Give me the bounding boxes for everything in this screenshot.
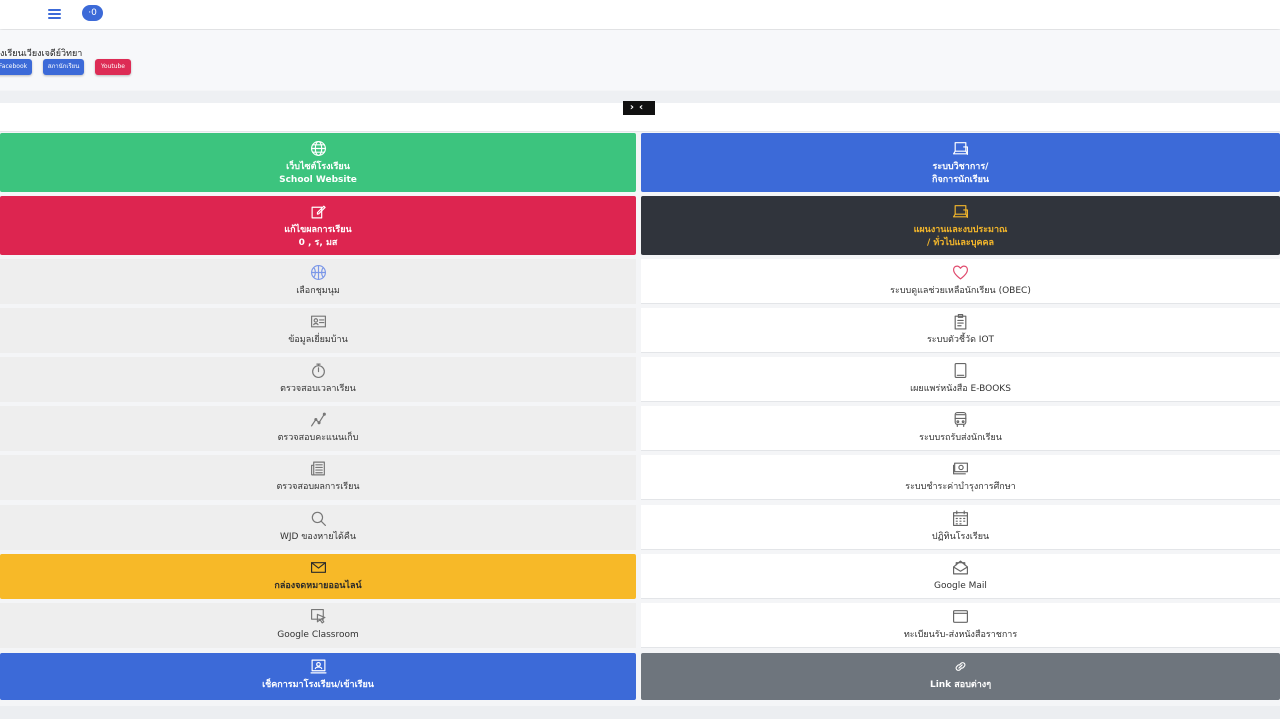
menu-tile-bus[interactable]: ระบบรถรับส่งนักเรียน: [641, 406, 1280, 451]
laptop-icon: [953, 205, 968, 218]
tile-label: ระบบชำระค่าบำรุงการศึกษา: [905, 482, 1016, 492]
bus-icon: [954, 412, 967, 427]
menu-tile-basketball[interactable]: เลือกชุมนุม: [0, 259, 636, 304]
tile-label: Link สอบต่างๆ: [929, 680, 992, 690]
menu-tile-clipboard[interactable]: ระบบตัวชี้วัด IOT: [641, 308, 1280, 353]
calendar-icon: [953, 510, 968, 526]
tile-label: ระบบดูแลช่วยเหลือนักเรียน (OBEC): [890, 286, 1031, 296]
tile-label: Google Classroom: [277, 630, 359, 640]
divider-band: [0, 91, 1280, 103]
tile-label: ตรวจสอบคะแนนเก็บ: [277, 433, 359, 443]
menu-tile-attendance[interactable]: เช็คการมาโรงเรียน/เข้าเรียน: [0, 653, 636, 700]
newspaper-icon: [310, 461, 325, 476]
menu-tile-window[interactable]: ทะเบียนรับ-ส่งหนังสือราชการ: [641, 603, 1280, 648]
clipboard-icon: [954, 314, 967, 330]
tile-label: ตรวจสอบเวลาเรียน: [280, 384, 356, 394]
tile-label: แก้ไขผลการเรียน: [284, 225, 352, 235]
menu-tile-envelope[interactable]: กล่องจดหมายออนไลน์: [0, 554, 636, 599]
attendance-icon: [309, 659, 327, 674]
notification-badge[interactable]: ·0: [82, 5, 103, 21]
menu-tile-globe[interactable]: เว็บไซต์โรงเรียน School Website: [0, 133, 636, 192]
tile-label: ปฏิทินโรงเรียน: [931, 532, 990, 542]
tile-label: เว็บไซต์โรงเรียน: [286, 162, 350, 172]
tile-label: ทะเบียนรับ-ส่งหนังสือราชการ: [903, 630, 1018, 640]
link-icon: [955, 662, 966, 671]
menu-tile-graph-up[interactable]: ตรวจสอบคะแนนเก็บ: [0, 406, 636, 451]
menu-icon[interactable]: [48, 9, 61, 19]
book-icon: [954, 363, 967, 378]
youtube-button[interactable]: Youtube: [95, 59, 131, 75]
search-icon: [311, 511, 326, 526]
divider-band: [0, 115, 1280, 132]
menu-tile-id-card[interactable]: ข้อมูลเยี่ยมบ้าน: [0, 308, 636, 353]
top-navbar: ·0: [0, 0, 1280, 29]
tile-sublabel: / ทั่วไปและบุคคล: [926, 238, 995, 248]
menu-tile-stopwatch[interactable]: ตรวจสอบเวลาเรียน: [0, 357, 636, 402]
tile-label: ข้อมูลเยี่ยมบ้าน: [288, 335, 348, 345]
laptop-icon: [953, 142, 968, 155]
school-name: งเรียนเวียงเจดีย์วิทยา: [0, 49, 83, 59]
cash-icon: [953, 462, 968, 475]
tile-sublabel: กิจการนักเรียน: [932, 175, 989, 185]
edit-icon: [311, 205, 326, 219]
menu-tile-book[interactable]: เผยแพร่หนังสือ E-BOOKS: [641, 357, 1280, 402]
tile-label: เช็คการมาโรงเรียน/เข้าเรียน: [262, 680, 374, 690]
menu-tile-laptop[interactable]: ระบบวิชาการ/กิจการนักเรียน: [641, 133, 1280, 192]
menu-tile-newspaper[interactable]: ตรวจสอบผลการเรียน: [0, 455, 636, 500]
tile-label: ระบบวิชาการ/: [932, 162, 989, 172]
stopwatch-icon: [311, 363, 325, 378]
menu-tile-link[interactable]: Link สอบต่างๆ: [641, 653, 1280, 700]
menu-tile-cash[interactable]: ระบบชำระค่าบำรุงการศึกษา: [641, 455, 1280, 500]
collapse-toggle[interactable]: ›‹: [623, 101, 655, 115]
window-icon: [953, 610, 968, 623]
menu-tile-edit[interactable]: แก้ไขผลการเรียน 0 , ร, มส: [0, 196, 636, 255]
tile-label: Google Mail: [934, 581, 987, 591]
menu-tile-calendar[interactable]: ปฏิทินโรงเรียน: [641, 505, 1280, 550]
tile-label: เลือกชุมนุม: [296, 286, 340, 296]
tile-label: ตรวจสอบผลการเรียน: [276, 482, 360, 492]
tile-label: กล่องจดหมายออนไลน์: [274, 581, 362, 591]
basketball-icon: [310, 265, 326, 280]
menu-tile-cursor[interactable]: Google Classroom: [0, 603, 636, 648]
tile-label: ระบบรถรับส่งนักเรียน: [919, 433, 1002, 443]
menu-tile-laptop[interactable]: แผนงานและงบประมาณ / ทั่วไปและบุคคล: [641, 196, 1280, 255]
student-council-button[interactable]: สภานักเรียน: [43, 59, 84, 75]
header-panel: งเรียนเวียงเจดีย์วิทยา Facebook สภานักเร…: [0, 30, 1280, 90]
envelope-icon: [310, 562, 326, 573]
tile-label: WJD ของหายได้คืน: [279, 532, 357, 542]
tile-label: แผนงานและงบประมาณ: [913, 225, 1008, 235]
globe-icon: [310, 141, 326, 156]
facebook-button[interactable]: Facebook: [0, 59, 32, 75]
mail-open-icon: [953, 560, 968, 575]
menu-tile-heart[interactable]: ระบบดูแลช่วยเหลือนักเรียน (OBEC): [641, 259, 1280, 304]
heart-icon: [953, 265, 968, 280]
tile-label: เผยแพร่หนังสือ E-BOOKS: [910, 384, 1011, 394]
cursor-icon: [310, 609, 325, 624]
tile-sublabel: 0 , ร, มส: [298, 238, 338, 248]
footer-strip: [0, 706, 1280, 719]
tile-label: ระบบตัวชี้วัด IOT: [926, 335, 995, 345]
graph-up-icon: [310, 412, 326, 427]
tile-sublabel: School Website: [279, 175, 357, 185]
menu-tile-mail-open[interactable]: Google Mail: [641, 554, 1280, 599]
id-card-icon: [310, 315, 326, 328]
menu-tile-search[interactable]: WJD ของหายได้คืน: [0, 505, 636, 550]
